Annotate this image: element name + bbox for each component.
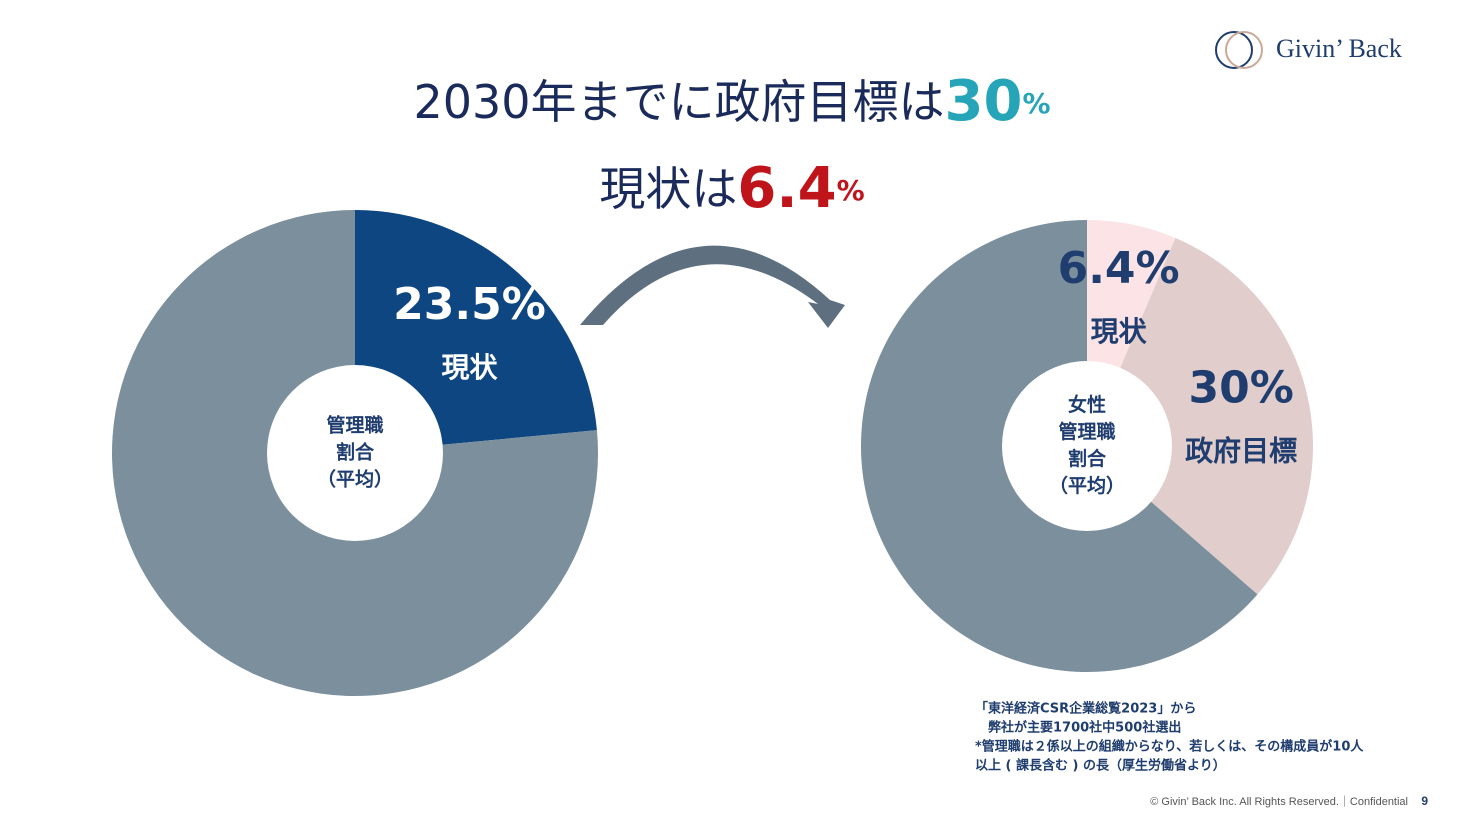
title-highlight: 6.4	[737, 156, 836, 221]
donut-hole	[267, 365, 443, 541]
slice-label: 現状	[441, 351, 498, 384]
page-number: 9	[1421, 794, 1428, 808]
pie-slice	[1087, 238, 1313, 595]
value-label: 6.4%	[1058, 243, 1180, 294]
center-label: 管理職	[1058, 420, 1115, 443]
center-label: 割合	[1068, 447, 1107, 470]
title-line: 現状は6.4%	[599, 156, 864, 221]
donut-hole	[1002, 361, 1172, 531]
title-text: 2030年までに政府目標は	[413, 75, 944, 129]
slice-label: 政府目標	[1185, 435, 1297, 468]
center-label: 管理職	[326, 414, 383, 437]
note-line: *管理職は２係以上の組織からなり、若しくは、その構成員が10人	[975, 739, 1364, 755]
title-text: 現状は	[599, 162, 737, 216]
title-line: 2030年までに政府目標は30%	[413, 69, 1050, 134]
title-unit: %	[1022, 87, 1050, 120]
logo-icon	[1215, 31, 1253, 69]
note-line: 弊社が主要1700社中500社選出	[975, 720, 1181, 736]
note-line: 「東洋経済CSR企業総覧2023」から	[975, 701, 1196, 717]
logo-text: Givin’ Back	[1276, 34, 1402, 63]
title-unit: %	[837, 174, 865, 207]
notes: 「東洋経済CSR企業総覧2023」から 弊社が主要1700社中500社選出 *管理…	[975, 701, 1364, 774]
logo: Givin’ Back	[1215, 31, 1402, 69]
slice-label: 現状	[1091, 315, 1148, 348]
arrow	[580, 245, 845, 328]
center-label: （平均）	[1049, 474, 1125, 497]
value-label: 23.5%	[393, 279, 546, 330]
value-label: 30%	[1189, 363, 1294, 414]
center-label: 割合	[336, 441, 375, 464]
center-label: 女性	[1068, 393, 1106, 416]
note-line: 以上 ( 課長含む ) の長（厚生労働省より）	[975, 758, 1226, 774]
center-label: （平均）	[317, 468, 393, 491]
logo-icon	[1225, 31, 1263, 69]
copyright: © Givin’ Back Inc. All Rights Reserved.｜…	[1150, 795, 1408, 808]
title-highlight: 30	[945, 69, 1023, 134]
